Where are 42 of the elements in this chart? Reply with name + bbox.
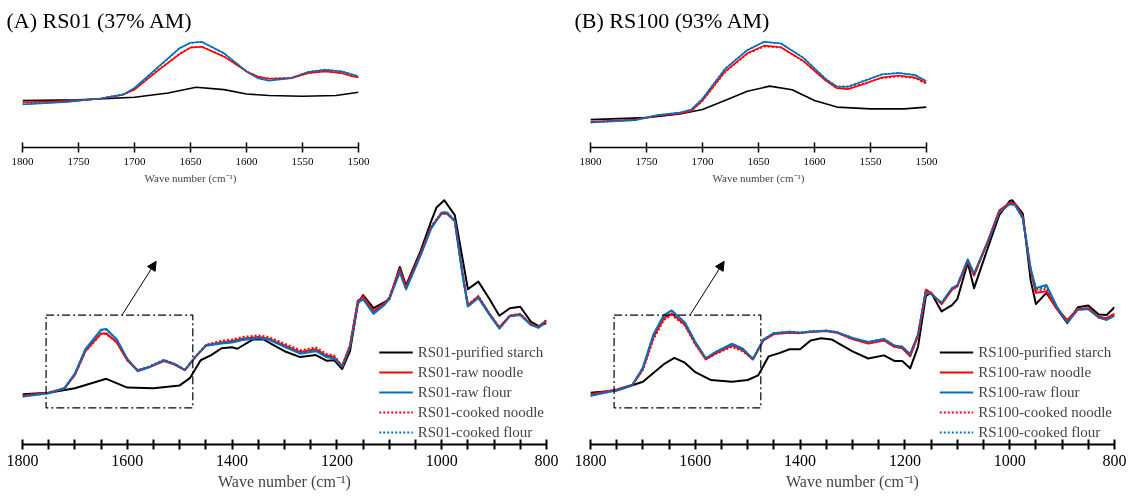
x-tick-label: 1600 xyxy=(111,451,144,469)
legend-label: RS100-purified starch xyxy=(978,343,1112,361)
x-tick-label: 1800 xyxy=(6,451,39,469)
legend-label: RS01-raw flour xyxy=(417,383,512,401)
x-tick-label: 1800 xyxy=(11,154,34,167)
x-tick-label: 1000 xyxy=(425,451,458,469)
legend-label: RS01-cooked flour xyxy=(417,423,533,441)
x-axis-title: Wave number (cm⁻¹) xyxy=(218,472,351,491)
x-tick-label: 1550 xyxy=(291,154,314,167)
x-tick-label: 1600 xyxy=(803,154,826,167)
x-tick-label: 1700 xyxy=(691,154,714,167)
x-tick-label: 1500 xyxy=(347,154,370,167)
legend-label: RS100-cooked flour xyxy=(978,423,1101,441)
x-tick-label: 1500 xyxy=(915,154,938,167)
x-tick-label: 1600 xyxy=(235,154,258,167)
x-axis-title: Wave number (cm⁻¹) xyxy=(144,171,237,185)
x-tick-label: 1400 xyxy=(216,451,249,469)
x-tick-label: 800 xyxy=(534,451,559,469)
legend-label: RS01-cooked noodle xyxy=(417,403,544,421)
x-tick-label: 1750 xyxy=(635,154,658,167)
x-tick-label: 1750 xyxy=(67,154,90,167)
x-axis-title: Wave number (cm⁻¹) xyxy=(712,171,805,185)
x-tick-label: 1700 xyxy=(123,154,146,167)
x-axis-title: Wave number (cm⁻¹) xyxy=(786,472,919,491)
legend-label: RS100-raw flour xyxy=(978,383,1080,401)
chart-title: (A) RS01 (37% AM) xyxy=(6,7,192,33)
chart-title: (B) RS100 (93% AM) xyxy=(574,7,770,33)
x-tick-label: 1200 xyxy=(888,451,921,469)
legend-label: RS100-cooked noodle xyxy=(978,403,1112,421)
x-tick-label: 1550 xyxy=(859,154,882,167)
x-tick-label: 1800 xyxy=(574,451,607,469)
x-tick-label: 1600 xyxy=(679,451,712,469)
x-tick-label: 1400 xyxy=(784,451,817,469)
x-tick-label: 1000 xyxy=(993,451,1026,469)
x-tick-label: 800 xyxy=(1102,451,1127,469)
legend-label: RS01-purified starch xyxy=(417,343,544,361)
x-tick-label: 1200 xyxy=(320,451,353,469)
x-tick-label: 1650 xyxy=(179,154,202,167)
legend-label: RS100-raw noodle xyxy=(978,363,1092,381)
legend-label: RS01-raw noodle xyxy=(417,363,524,381)
x-tick-label: 1650 xyxy=(747,154,770,167)
x-tick-label: 1800 xyxy=(579,154,602,167)
